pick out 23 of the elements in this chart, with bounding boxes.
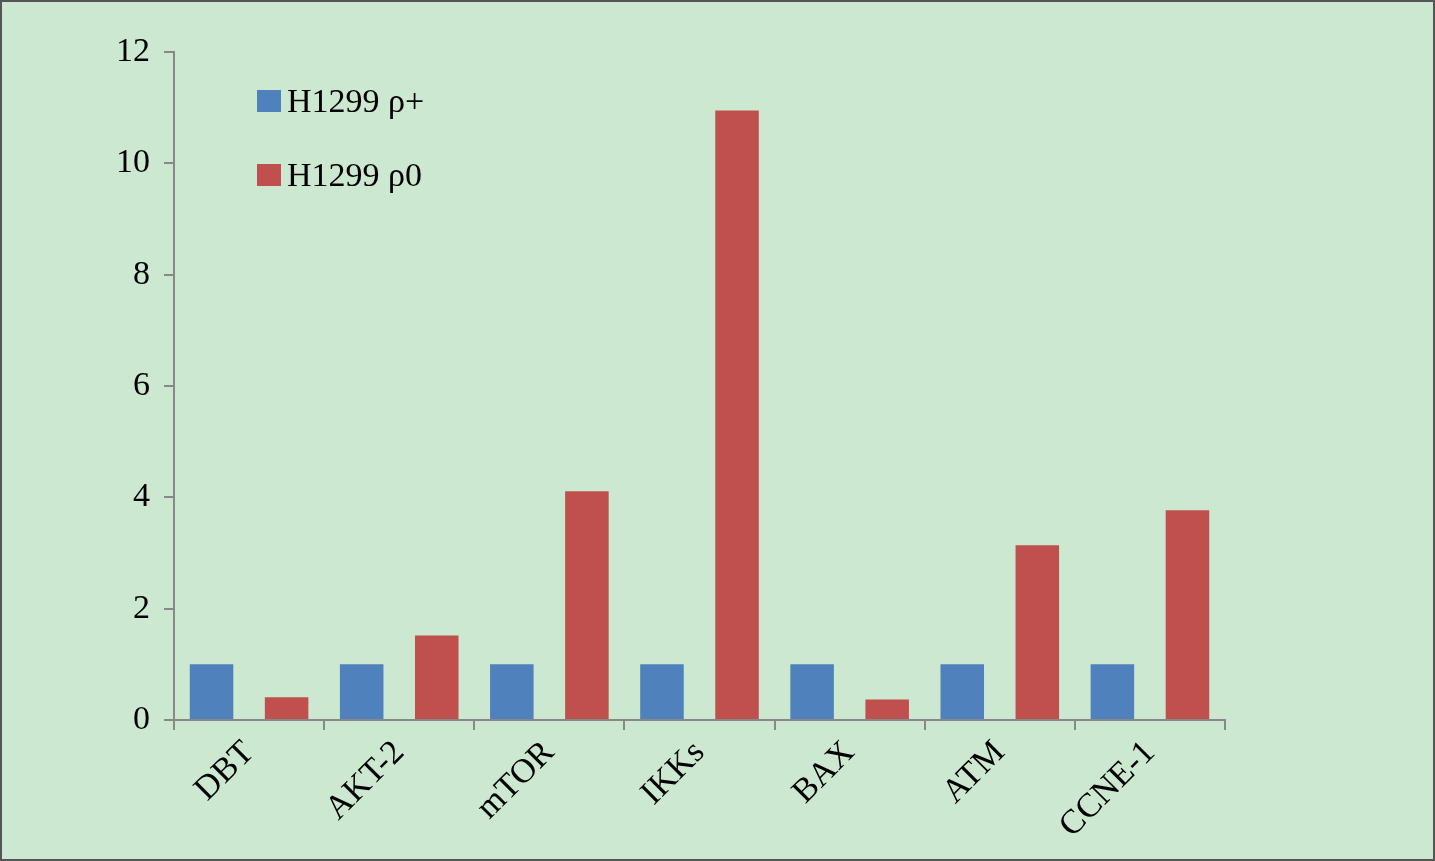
y-tick-label: 12 — [116, 30, 150, 68]
bar — [189, 664, 234, 719]
y-tick-label: 10 — [116, 142, 150, 180]
bar — [414, 635, 459, 719]
bar — [715, 110, 759, 719]
y-tick-label: 0 — [133, 698, 150, 736]
bar — [264, 697, 309, 719]
bar — [640, 664, 684, 719]
bar — [1090, 664, 1135, 719]
legend-label: H1299 ρ+ — [287, 82, 425, 120]
legend-label: H1299 ρ0 — [287, 156, 423, 194]
y-tick-label: 6 — [133, 364, 150, 402]
bar — [339, 664, 384, 719]
y-tick-label: 8 — [133, 253, 150, 291]
bar — [1015, 545, 1060, 719]
bar — [940, 664, 985, 719]
y-tick-label: 4 — [133, 476, 150, 514]
bar — [865, 699, 909, 719]
bar — [790, 664, 834, 719]
bar — [1165, 510, 1210, 719]
bar — [565, 491, 609, 719]
y-tick-label: 2 — [133, 587, 150, 625]
bar — [490, 664, 534, 719]
